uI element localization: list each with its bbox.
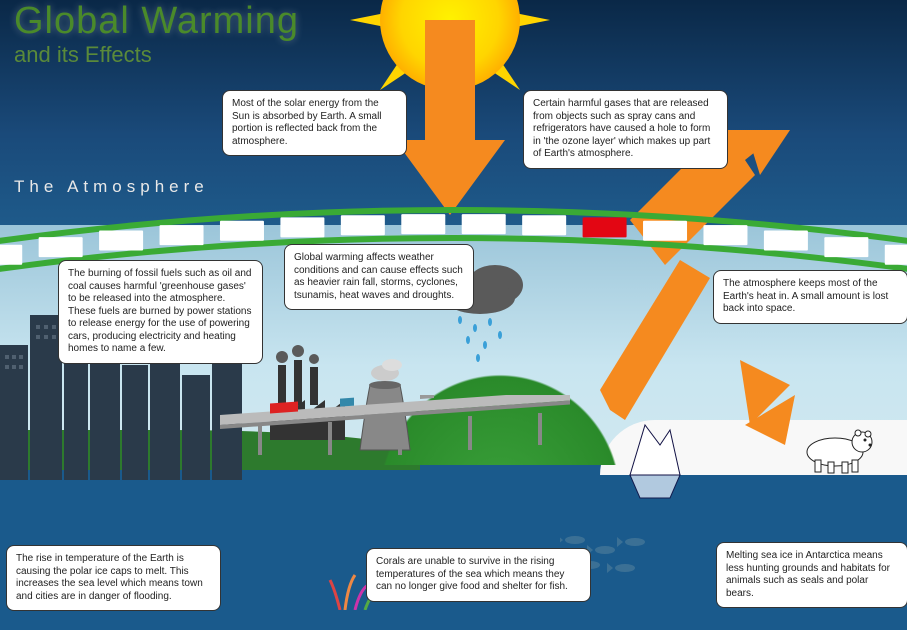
- textbox-heat: The atmosphere keeps most of the Earth's…: [713, 270, 907, 324]
- bridge-icon: [220, 395, 570, 455]
- polar-bear-icon: [790, 420, 880, 475]
- title-sub: and its Effects: [14, 42, 152, 68]
- textbox-fossil: The burning of fossil fuels such as oil …: [58, 260, 263, 364]
- textbox-solar: Most of the solar energy from the Sun is…: [222, 90, 407, 156]
- solar-down-arrow-icon: [395, 20, 505, 215]
- textbox-flood: The rise in temperature of the Earth is …: [6, 545, 221, 611]
- textbox-weather: Global warming affects weather condition…: [284, 244, 474, 310]
- infographic-stage: Global Warming and its Effects The Atmos…: [0, 0, 907, 630]
- title-main: Global Warming: [14, 0, 299, 43]
- textbox-ice: Melting sea ice in Antarctica means less…: [716, 542, 907, 608]
- atmosphere-label: The Atmosphere: [14, 177, 209, 197]
- textbox-coral: Corals are unable to survive in the risi…: [366, 548, 591, 602]
- textbox-ozone: Certain harmful gases that are released …: [523, 90, 728, 169]
- iceberg-icon: [610, 420, 700, 500]
